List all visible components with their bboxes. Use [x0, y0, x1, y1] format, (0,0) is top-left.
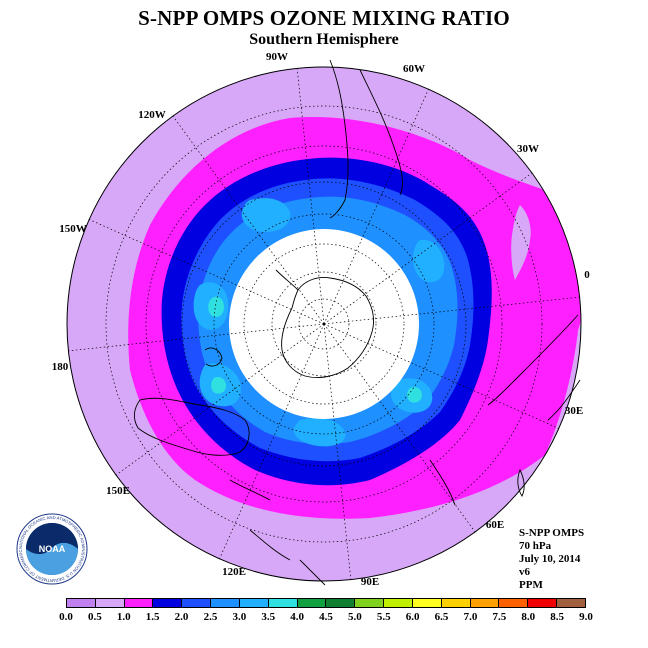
date-label: July 10, 2014 — [519, 553, 581, 565]
colorbar-segment — [499, 599, 529, 607]
colorbar-segment — [67, 599, 96, 607]
longitude-label: 30W — [517, 143, 539, 155]
colorbar-segment — [326, 599, 356, 607]
longitude-label: 150E — [106, 485, 130, 497]
colorbar-tick-label: 0.0 — [59, 611, 73, 623]
map-title: S-NPP OMPS OZONE MIXING RATIO — [138, 6, 510, 30]
colorbar-segment — [239, 599, 269, 607]
colorbar-tick-label: 4.5 — [319, 611, 333, 623]
colorbar-segment — [528, 599, 558, 607]
longitude-label: 60W — [403, 63, 425, 75]
longitude-label: 120W — [138, 109, 166, 121]
colorbar-segment — [470, 599, 500, 607]
colorbar-segment — [153, 599, 183, 607]
colorbar-tick-label: 1.0 — [116, 611, 131, 623]
colorbar-segment — [441, 599, 471, 607]
instrument-label: S-NPP OMPS — [519, 527, 585, 539]
colorbar-tick-label: 7.5 — [492, 611, 507, 623]
colorbar-tick-label: 4.0 — [290, 611, 304, 623]
colorbar-segment — [355, 599, 385, 607]
info-panel: S-NPP OMPS 70 hPa July 10, 2014 v6 PPM — [519, 527, 584, 592]
colorbar-segment — [124, 599, 154, 607]
units-label: PPM — [519, 579, 543, 591]
colorbar-segment — [211, 599, 240, 607]
longitude-label: 60E — [486, 519, 504, 531]
colorbar-segment — [297, 599, 327, 607]
colorbar-tick-label: 2.5 — [203, 611, 218, 623]
colorbar-tick-label: 3.5 — [261, 611, 276, 623]
colorbar-tick-label: 5.5 — [376, 611, 391, 623]
colorbar-tick-label: 8.5 — [550, 611, 564, 623]
longitude-label: 90W — [266, 51, 288, 63]
longitude-labels: 90W 60W 30W 0 30E 60E 90E 120E 150E 180 150W 120W — [52, 51, 591, 588]
longitude-label: 30E — [565, 405, 583, 417]
version-label: v6 — [519, 566, 530, 578]
colorbar-tick-label: 9.0 — [579, 611, 593, 623]
colorbar-segment — [268, 599, 298, 607]
pressure-level: 70 hPa — [519, 540, 552, 552]
longitude-label: 120E — [222, 566, 246, 578]
colorbar-segment — [412, 599, 442, 607]
longitude-label: 150W — [59, 223, 87, 235]
colorbar-tick-label: 5.0 — [348, 611, 362, 623]
color-scale-bar — [66, 598, 586, 608]
svg-text:NOAA: NOAA — [39, 544, 66, 554]
map-subtitle: Southern Hemisphere — [249, 31, 399, 48]
longitude-label: 0 — [584, 269, 590, 281]
noaa-logo: NOAA NATIONAL OCEANIC AND ATMOSPHERIC AD… — [14, 508, 89, 586]
colorbar-tick-label: 6.5 — [434, 611, 449, 623]
colorbar-tick-label: 3.0 — [232, 611, 247, 623]
colorbar-segment — [95, 599, 125, 607]
colorbar-tick-label: 1.5 — [145, 611, 160, 623]
longitude-label: 90E — [361, 576, 379, 588]
colorbar-tick-label: 7.0 — [463, 611, 478, 623]
colorbar-tick-label: 8.0 — [521, 611, 536, 623]
colorbar-segment — [182, 599, 212, 607]
colorbar-tick-label: 0.5 — [88, 611, 102, 623]
coastlines — [133, 59, 581, 586]
colorbar-segment — [384, 599, 413, 607]
colorbar-tick-label: 2.0 — [174, 611, 189, 623]
colorbar-segment — [557, 599, 585, 607]
longitude-label: 180 — [52, 361, 69, 373]
colorbar-tick-label: 6.0 — [405, 611, 420, 623]
